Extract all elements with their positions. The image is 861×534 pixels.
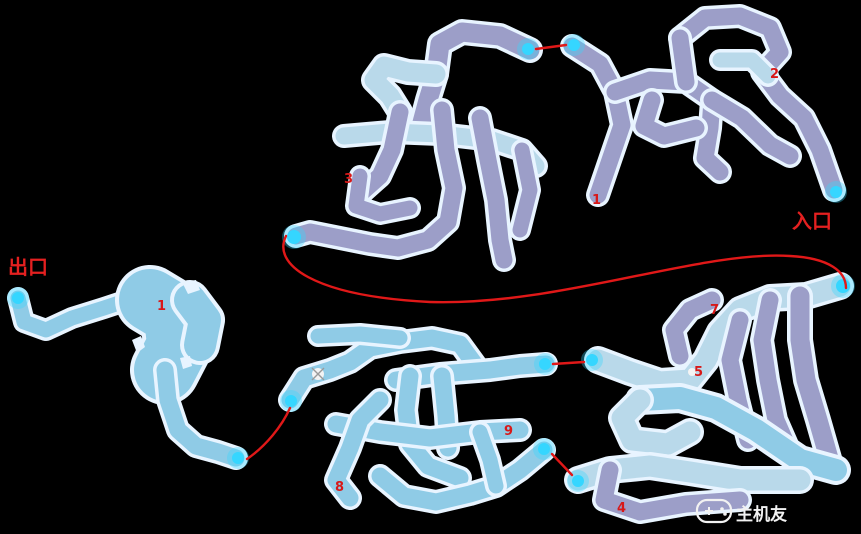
route-link-left xyxy=(245,406,292,461)
marker-4: 4 xyxy=(617,501,626,516)
portal-upper-right-west[interactable] xyxy=(563,34,585,56)
marker-2: 2 xyxy=(770,67,779,82)
portal-entrance[interactable] xyxy=(825,181,847,203)
route-link-lower xyxy=(550,452,574,477)
cave-section-lower-right xyxy=(564,272,854,524)
portal-exit[interactable] xyxy=(7,287,29,309)
entrance-label: 入口 xyxy=(792,209,832,233)
portal-lower-middle-east[interactable] xyxy=(534,353,556,375)
cave-section-lower-middle xyxy=(278,323,558,514)
portal-lower-middle-southeast[interactable] xyxy=(533,438,555,460)
portal-upper-left-west[interactable] xyxy=(282,225,306,249)
marker-7: 7 xyxy=(710,303,719,318)
cave-section-left xyxy=(7,265,248,470)
marker-1-upper: 1 xyxy=(592,193,601,208)
route-link-middle xyxy=(551,360,586,366)
marker-1-lower: 1 xyxy=(157,299,166,314)
number-markers: 1 2 3 4 5 7 8 9 1 xyxy=(157,67,779,516)
portal-left-east[interactable] xyxy=(227,447,249,469)
route-link-top xyxy=(534,43,568,51)
portal-lower-middle-west[interactable] xyxy=(280,390,302,412)
portals xyxy=(7,34,855,492)
cave-section-upper-left xyxy=(284,19,548,272)
route-lines xyxy=(245,43,848,477)
item-marker-icon xyxy=(311,367,325,381)
watermark-text: 主机友 xyxy=(736,504,787,525)
exit-label: 出口 xyxy=(8,255,48,279)
route-link-long-curve xyxy=(282,234,848,304)
marker-9: 9 xyxy=(504,424,513,439)
marker-3: 3 xyxy=(344,172,353,187)
item-marker-small-icon xyxy=(688,368,696,376)
gamepad-logo-icon xyxy=(695,498,733,524)
portal-upper-left-east[interactable] xyxy=(517,38,539,60)
portal-lower-right-west[interactable] xyxy=(581,349,603,371)
marker-8: 8 xyxy=(335,480,344,495)
cave-section-upper-right xyxy=(560,4,846,207)
watermark: 主机友 xyxy=(695,498,787,525)
marker-5: 5 xyxy=(694,365,703,380)
